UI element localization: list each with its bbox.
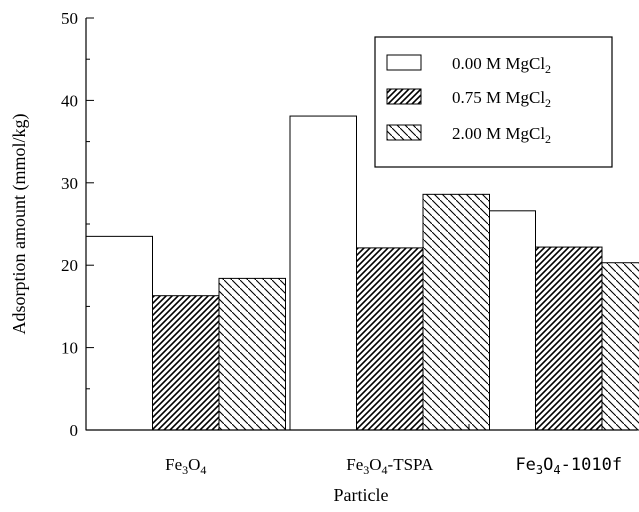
bar-2-1 <box>152 295 220 431</box>
y-tick-label: 30 <box>61 174 78 193</box>
legend-swatch-2 <box>386 88 422 105</box>
legend-label-2: 0.75 M MgCl2 <box>452 88 551 110</box>
legend-swatch-3 <box>386 124 422 141</box>
bar-2-3 <box>535 246 603 431</box>
bar-3-2 <box>422 193 490 431</box>
x-tick-label: Fe3O4-TSPA <box>346 455 434 477</box>
x-axis-title: Particle <box>334 485 389 505</box>
y-tick-label: 0 <box>70 421 79 440</box>
y-tick-label: 40 <box>61 91 78 110</box>
y-tick-label: 50 <box>61 9 78 28</box>
legend-label-1: 0.00 M MgCl2 <box>452 54 551 76</box>
y-axis-title: Adsorption amount (mmol/kg) <box>9 114 30 335</box>
bar-2-2 <box>356 247 424 431</box>
x-tick-label: Fe3O4-1010f <box>515 455 622 477</box>
bar-1-2 <box>289 115 357 431</box>
legend-swatch-1 <box>386 54 422 71</box>
y-tick-label: 20 <box>61 256 78 275</box>
y-tick-label: 10 <box>61 339 78 358</box>
legend-label-3: 2.00 M MgCl2 <box>452 124 551 146</box>
bar-3-1 <box>218 277 286 431</box>
bar-3-3 <box>601 262 639 431</box>
x-tick-label: Fe3O4 <box>165 455 206 477</box>
bar-1-1 <box>85 235 153 431</box>
